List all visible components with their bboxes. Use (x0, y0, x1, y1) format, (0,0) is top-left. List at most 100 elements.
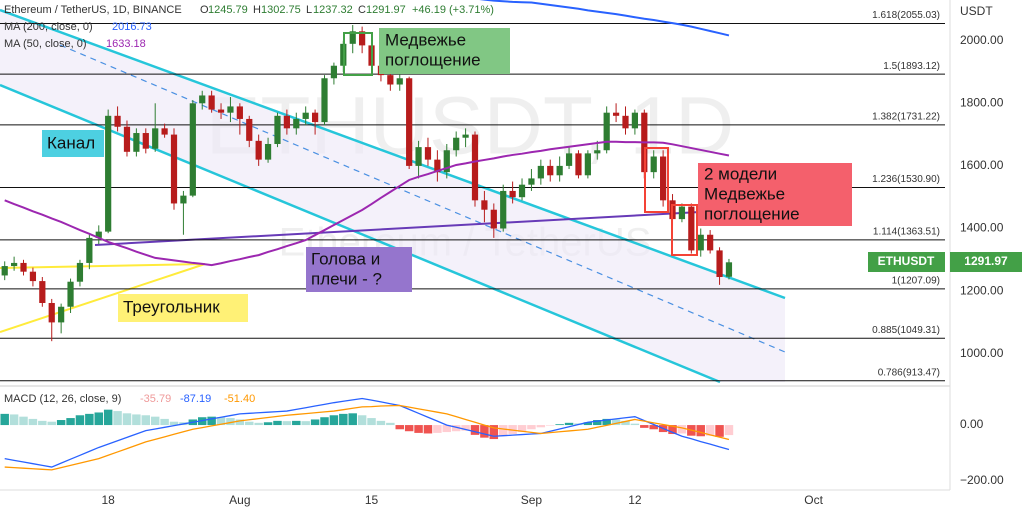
candle-body (490, 209, 497, 229)
candle-body (359, 31, 366, 46)
histogram-bar (480, 425, 489, 438)
candle-body (20, 262, 27, 272)
histogram-bar (282, 421, 292, 426)
histogram-bar (207, 416, 216, 426)
histogram-bar (724, 425, 734, 436)
candle-body (95, 231, 102, 238)
price-tag (950, 252, 1022, 272)
legend-name: MA (50, close, 0) (4, 38, 87, 50)
histogram-bar (705, 425, 715, 436)
candle-body (29, 271, 37, 282)
candle-body (396, 78, 403, 85)
candle-body (594, 150, 601, 154)
ohlc-label: C (358, 4, 366, 16)
histogram-bar (583, 422, 593, 426)
histogram-bar (404, 425, 414, 432)
histogram-bar (555, 424, 564, 426)
histogram-bar (640, 425, 649, 428)
annotation-boxes: Медвежье поглощение Канал Голова и плечи… (42, 28, 852, 322)
candle-body (189, 103, 196, 196)
annotation-text: Медвежье (385, 30, 466, 49)
candle-body (443, 150, 450, 173)
histogram-bar (254, 422, 263, 426)
histogram-bar (320, 417, 329, 426)
change: +46.19 (+3.71%) (412, 4, 494, 16)
ohlc-label: O (200, 4, 209, 16)
level-label: 0.786(913.47) (878, 367, 940, 378)
candle-body (509, 190, 516, 198)
y-tick-label: 1400.00 (960, 221, 1004, 235)
highlight-box (343, 32, 373, 76)
candle-body (255, 140, 262, 160)
histogram-bar (498, 425, 508, 437)
channel-line (0, 83, 721, 384)
annotation-text: Медвежье (704, 184, 785, 203)
candle-body (725, 262, 733, 277)
histogram-bar (19, 416, 28, 426)
level-label: 0.885(1049.31) (872, 325, 940, 336)
histogram-bar (489, 425, 499, 440)
y-tick-label: 0.00 (960, 417, 984, 431)
candle-body (631, 112, 639, 129)
histogram-bar (527, 425, 536, 430)
candle-body (528, 178, 535, 185)
candle-body (415, 147, 422, 166)
histogram-bar (301, 421, 310, 426)
candle-body (1, 266, 8, 276)
histogram-bar (9, 414, 19, 426)
candle-body (556, 165, 563, 176)
ohlc-value: 1302.75 (261, 4, 301, 16)
histogram-bar (602, 418, 611, 426)
candle-body (302, 112, 309, 119)
annotation-box (698, 163, 852, 226)
y-tick-label: 1000.00 (960, 346, 1004, 360)
channel-line (0, 8, 786, 300)
candle-body (434, 159, 441, 173)
ohlc-label: H (253, 4, 261, 16)
macd-title: MACD (12, 26, close, 9) (4, 393, 121, 405)
symbol: Ethereum / TetherUS, 1D, BINANCE (4, 4, 182, 16)
histogram-bar (386, 422, 395, 426)
macd-pane (0, 397, 734, 471)
candle-body (152, 128, 159, 149)
candle-body (500, 190, 507, 229)
histogram-bar (141, 415, 151, 426)
histogram-bar (649, 425, 658, 430)
x-tick-label: 18 (101, 493, 115, 507)
candle-body (227, 106, 234, 113)
annotation-text: Голова и (311, 249, 380, 268)
level-label: 1.114(1363.51) (873, 227, 940, 238)
legend-value: 2016.73 (112, 21, 152, 33)
histogram-bar (169, 421, 179, 426)
histogram-bar (442, 425, 452, 433)
histogram-bar (216, 417, 226, 426)
histogram-bar (433, 425, 442, 433)
candle-body (199, 95, 206, 104)
y-tick-label: 1600.00 (960, 158, 1004, 172)
histogram-bar (593, 420, 602, 426)
candle-body (133, 133, 140, 152)
y-tick-label: −200.00 (960, 473, 1004, 487)
level-label: 1(1207.09) (892, 276, 940, 287)
candle-body (161, 128, 168, 135)
histogram-bar (357, 415, 367, 426)
annotation-box (306, 247, 412, 292)
legend-value: -51.40 (224, 393, 255, 405)
legend: Ethereum / TetherUS, 1D, BINANCE O 1245.… (4, 4, 494, 405)
price-pane (1, 0, 733, 342)
annotation-text: поглощение (704, 204, 800, 223)
histogram-bar (564, 422, 574, 426)
histogram-bar (85, 413, 94, 426)
candle-body (58, 306, 65, 323)
candle-body (622, 115, 629, 129)
series-line (4, 397, 730, 468)
histogram-bar (122, 413, 132, 426)
candle-body (424, 147, 432, 160)
histogram-bar (546, 425, 555, 426)
ohlc-value: 1237.32 (313, 4, 353, 16)
candle-body (170, 134, 178, 204)
level-label: 1.382(1731.22) (872, 111, 940, 122)
histogram-bar (329, 415, 339, 426)
y-tick-label: 2000.00 (960, 33, 1004, 47)
